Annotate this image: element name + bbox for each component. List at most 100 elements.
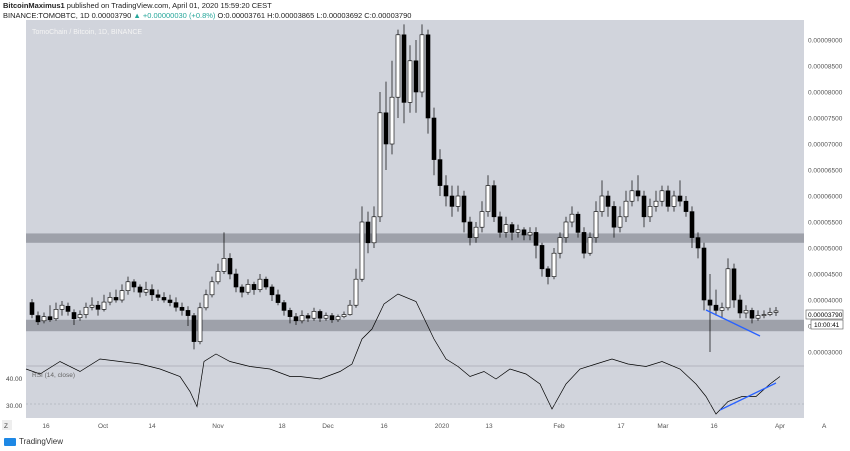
- candle-body: [149, 289, 155, 296]
- candle-body: [425, 34, 431, 119]
- candle-body: [383, 112, 389, 145]
- candle-body: [227, 258, 233, 275]
- candle-body: [239, 286, 245, 293]
- ohlc-values: O:0.00003761 H:0.00003865 L:0.00003692 C…: [217, 11, 412, 20]
- candle-body: [245, 284, 251, 293]
- rsi-trendline: [719, 382, 777, 411]
- candle-body: [59, 304, 65, 310]
- candle-body: [767, 312, 773, 315]
- candle-body: [173, 302, 179, 308]
- candle-body: [611, 206, 617, 228]
- candle-body: [485, 185, 491, 212]
- candle-body: [293, 316, 299, 322]
- rsi-pane: [26, 366, 804, 418]
- candle-body: [563, 221, 569, 238]
- candle-body: [167, 299, 173, 303]
- price-tick: 0.00004500: [808, 272, 843, 279]
- candle-body: [605, 195, 611, 207]
- candle-body: [683, 200, 689, 212]
- date-tick: 16: [710, 423, 718, 430]
- candle-body: [185, 310, 191, 316]
- candle-body: [281, 302, 287, 311]
- candle-body: [533, 232, 539, 246]
- candle-body: [125, 281, 131, 291]
- candle-body: [113, 297, 119, 301]
- candle-body: [641, 195, 647, 218]
- candle-body: [203, 294, 209, 309]
- candle-body: [503, 224, 509, 233]
- candle-body: [557, 237, 563, 254]
- candle-body: [323, 315, 329, 319]
- candle-body: [335, 316, 341, 321]
- candle-body: [689, 211, 695, 238]
- candle-body: [659, 190, 665, 202]
- date-tick: Dec: [322, 423, 334, 430]
- price-chart[interactable]: TomoChain / Bitcoin, 1D, BINANCE 0.00009…: [0, 20, 850, 434]
- candle-body: [461, 195, 467, 223]
- publish-text: published on TradingView.com, April 01, …: [64, 1, 272, 10]
- candle-body: [95, 304, 101, 310]
- date-axis[interactable]: 16 Oct 14 Nov 18 Dec 16 2020 13 Feb 17 Mar 16 Apr: [42, 423, 786, 430]
- candle-body: [287, 310, 293, 317]
- tradingview-logo[interactable]: TradingView: [4, 437, 63, 446]
- candle-body: [53, 309, 59, 320]
- rsi-label: RSI (14, close): [32, 372, 75, 379]
- candle-body: [341, 314, 347, 317]
- candle-body: [707, 299, 713, 306]
- candle-body: [359, 221, 365, 280]
- candle-body: [545, 268, 551, 277]
- a-label[interactable]: A: [822, 423, 827, 430]
- candle-body: [737, 299, 743, 314]
- candle-body: [209, 281, 215, 296]
- candle-body: [491, 185, 497, 218]
- price-tick: 0.00006500: [808, 168, 843, 175]
- candle-body: [743, 310, 749, 314]
- candle-body: [761, 314, 767, 316]
- date-tick: 17: [617, 423, 625, 430]
- candle-body: [671, 195, 677, 207]
- date-tick: 16: [380, 423, 388, 430]
- publish-info: BitcoinMaximus1 published on TradingView…: [3, 1, 272, 10]
- price-tick: 0.00009000: [808, 38, 843, 45]
- author-name[interactable]: BitcoinMaximus1: [3, 1, 65, 10]
- rsi-line: [25, 293, 781, 415]
- candle-body: [515, 229, 521, 233]
- candle-body: [443, 185, 449, 197]
- candle-body: [131, 281, 137, 288]
- z-label: Z: [4, 423, 8, 430]
- candle-body: [191, 315, 197, 342]
- candle-body: [221, 258, 227, 272]
- candle-body: [575, 213, 581, 233]
- candle-body: [251, 284, 257, 290]
- chart-watermark: TomoChain / Bitcoin, 1D, BINANCE: [32, 29, 142, 36]
- candle-body: [389, 96, 395, 145]
- symbol-info: BINANCE:TOMOBTC, 1D 0.00003790 ▲ +0.0000…: [3, 11, 411, 20]
- candle-body: [677, 195, 683, 202]
- candle-body: [701, 247, 707, 301]
- candle-body: [311, 311, 317, 319]
- candle-body: [101, 301, 107, 310]
- date-tick: Feb: [553, 423, 565, 430]
- candle-body: [299, 315, 305, 322]
- price-tick: 0.00003000: [808, 350, 843, 357]
- candle-body: [629, 190, 635, 202]
- candle-body: [47, 316, 53, 321]
- candle-body: [71, 312, 77, 320]
- candle-body: [35, 315, 41, 323]
- z-button[interactable]: [2, 420, 12, 430]
- price-axis[interactable]: 0.00009000 0.00008500 0.00008000 0.00007500…: [808, 38, 843, 357]
- candle-body: [89, 304, 95, 308]
- candle-body: [305, 315, 311, 319]
- price-tick: 0.00007000: [808, 142, 843, 149]
- candle-body: [719, 307, 725, 311]
- support-zone-1: [26, 233, 804, 243]
- candle-body: [509, 224, 515, 233]
- rsi-tick-30: 30.00: [6, 403, 23, 410]
- tradingview-icon: [4, 437, 16, 446]
- price-tick: 0.00008000: [808, 90, 843, 97]
- candle-body: [599, 195, 605, 212]
- candle-body: [647, 206, 653, 218]
- candle-body: [407, 60, 413, 103]
- candle-body: [353, 278, 359, 306]
- date-tick: 2020: [435, 423, 450, 430]
